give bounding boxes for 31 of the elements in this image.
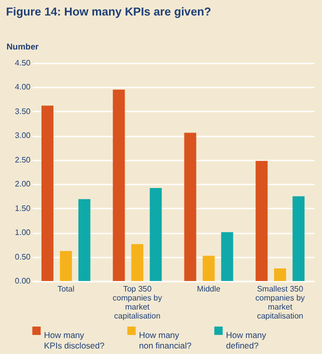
chart-title: Figure 14: How many KPIs are given? <box>6 6 212 18</box>
x-tick-label: Top 350 companies by market capitalisation <box>112 284 162 320</box>
x-tick-label: Total <box>57 284 75 294</box>
bar <box>112 90 125 281</box>
y-tick-label: 1.50 <box>14 204 32 213</box>
y-axis-title: Number <box>6 42 40 52</box>
y-tick-label: 3.00 <box>14 131 32 140</box>
y-tick-label: 1.00 <box>14 228 32 238</box>
bar <box>131 244 144 281</box>
legend-label: How many non financial? <box>139 330 192 350</box>
y-tick-label: 0.50 <box>14 252 32 262</box>
bar <box>256 160 268 281</box>
bar <box>202 256 215 281</box>
y-tick-label: 4.50 <box>14 58 32 68</box>
y-tick-label: 2.00 <box>14 180 32 189</box>
bar <box>221 232 234 281</box>
bar <box>60 250 72 281</box>
bar <box>78 199 90 281</box>
bar <box>292 196 305 281</box>
bar <box>184 132 196 281</box>
x-tick-label: Middle <box>196 284 222 294</box>
bar <box>150 188 162 281</box>
legend-label: How many KPIs disclosed? <box>44 330 105 350</box>
y-tick-label: 2.50 <box>14 155 32 164</box>
legend-label: How many defined? <box>226 330 267 350</box>
x-tick-label: Smallest 350 companies by market capitalisation <box>255 284 305 320</box>
bar <box>41 106 54 281</box>
y-tick-label: 4.00 <box>14 82 32 92</box>
y-tick-label: 0.00 <box>14 276 32 286</box>
bar <box>274 268 286 281</box>
y-tick-label: 3.50 <box>14 106 32 116</box>
